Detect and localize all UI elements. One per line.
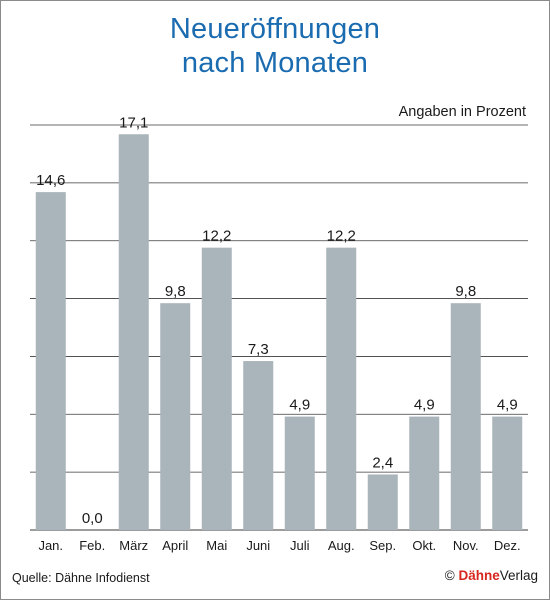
value-label: 9,8	[165, 283, 186, 300]
value-label: 12,2	[202, 228, 231, 245]
value-label: 7,3	[248, 341, 269, 358]
category-label: Juli	[290, 538, 310, 553]
bar-juni	[243, 361, 274, 530]
publisher-brand: Dähne	[458, 568, 500, 583]
bar-nov	[450, 303, 481, 530]
bar-dez	[492, 416, 523, 530]
bar-april	[160, 303, 191, 530]
value-label: 4,9	[414, 397, 435, 414]
source-note: Quelle: Dähne Infodienst	[12, 571, 150, 585]
bar-aug	[326, 247, 357, 530]
category-label: Feb.	[79, 538, 105, 553]
chart-title: Neueröffnungen nach Monaten	[0, 12, 550, 80]
publisher-credit: © DähneVerlag	[445, 568, 538, 583]
title-line-2: nach Monaten	[181, 47, 369, 79]
category-label: Juni	[246, 538, 270, 553]
value-label: 0,0	[82, 510, 103, 527]
bar-okt	[409, 416, 440, 530]
category-label: Dez.	[494, 538, 521, 553]
unit-note: Angaben in Prozent	[398, 104, 526, 120]
bar-mai	[201, 247, 232, 530]
category-label: Aug.	[328, 538, 355, 553]
category-label: April	[162, 538, 188, 553]
value-label: 4,9	[497, 397, 518, 414]
value-label: 9,8	[455, 283, 476, 300]
value-label: 17,1	[119, 114, 148, 131]
category-label: Jan.	[38, 538, 63, 553]
bar-juli	[284, 416, 315, 530]
publisher-suffix: Verlag	[499, 568, 538, 583]
bar-jan	[35, 192, 66, 530]
category-label: Mai	[206, 538, 227, 553]
category-label: Sep.	[369, 538, 396, 553]
category-label: Okt.	[412, 538, 436, 553]
value-label: 4,9	[289, 397, 310, 414]
bar-mrz	[118, 134, 149, 530]
category-label: März	[119, 538, 148, 553]
copyright-symbol: ©	[444, 568, 455, 583]
value-label: 2,4	[372, 454, 393, 471]
category-label: Nov.	[453, 538, 479, 553]
value-label: 14,6	[36, 172, 65, 189]
bar-sep	[367, 474, 398, 530]
value-label: 12,2	[327, 228, 356, 245]
title-line-1: Neueröffnungen	[169, 13, 381, 45]
